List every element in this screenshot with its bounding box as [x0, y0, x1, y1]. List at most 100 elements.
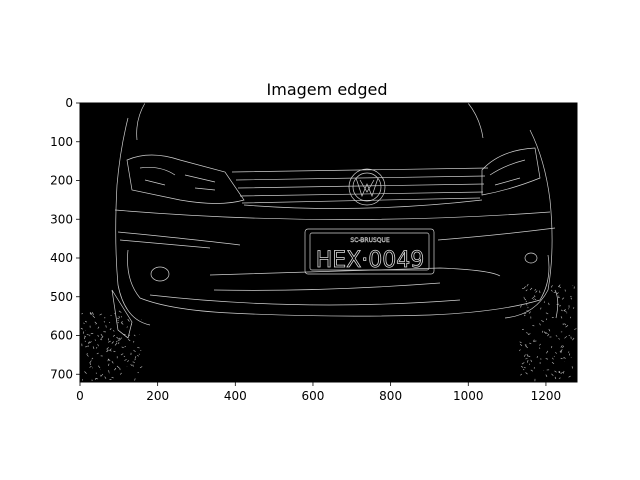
- noise-speck: [547, 333, 550, 337]
- noise-speck: [127, 360, 129, 362]
- noise-speck: [118, 337, 121, 341]
- noise-speck: [531, 296, 535, 300]
- noise-speck: [113, 330, 115, 332]
- y-tick-label: 100: [50, 135, 73, 149]
- image-area: [80, 103, 577, 382]
- noise-speck: [523, 286, 526, 289]
- noise-speck: [543, 331, 547, 334]
- noise-speck: [536, 356, 538, 358]
- y-tick-label: 400: [50, 251, 73, 265]
- vw-logo-letters: [355, 177, 379, 197]
- x-tick-label: 800: [379, 389, 402, 403]
- noise-speck: [97, 344, 99, 347]
- noise-speck: [123, 355, 126, 357]
- noise-speck: [555, 352, 557, 354]
- x-axis: 0 200 400 600 800 1000 1200: [76, 382, 561, 403]
- noise-speck: [535, 290, 538, 293]
- noise-speck: [116, 340, 118, 343]
- noise-speck: [570, 297, 573, 300]
- vw-logo-outer: [348, 168, 386, 206]
- fog-light-right: [524, 252, 538, 264]
- noise-speck: [109, 328, 112, 330]
- noise-speck: [525, 332, 529, 334]
- noise-speck: [94, 378, 97, 380]
- noise-speck: [558, 284, 561, 288]
- noise-speck: [81, 379, 84, 381]
- license-plate-text: HEX·0049: [316, 248, 425, 273]
- noise-speck: [132, 361, 135, 363]
- noise-speck: [97, 326, 100, 329]
- noise-speck: [106, 350, 109, 353]
- lower-right-corner: [554, 289, 559, 319]
- noise-speck: [106, 347, 109, 350]
- axes-frame: [79, 102, 578, 383]
- noise-speck: [84, 335, 86, 338]
- noise-speck: [568, 375, 571, 378]
- noise-speck: [94, 321, 97, 324]
- noise-speck: [529, 287, 533, 291]
- noise-speck: [127, 339, 131, 342]
- noise-speck: [545, 332, 548, 335]
- noise-speck: [550, 285, 553, 288]
- noise-speck: [114, 312, 116, 314]
- noise-speck: [137, 347, 140, 349]
- noise-speck: [100, 333, 103, 337]
- noise-speck: [114, 342, 118, 346]
- noise-speck: [523, 368, 525, 371]
- noise-speck: [545, 312, 549, 315]
- noise-speck: [89, 341, 92, 344]
- noise-speck: [541, 320, 544, 323]
- noise-speck: [112, 334, 115, 337]
- grille-bars: [231, 167, 489, 204]
- noise-speck: [530, 369, 534, 372]
- noise-speck: [540, 307, 542, 310]
- intake-line-1: [209, 267, 501, 277]
- noise-speck: [574, 328, 577, 330]
- noise-speck: [525, 345, 528, 349]
- noise-speck: [552, 357, 554, 360]
- hood-left-edge: [136, 102, 146, 141]
- noise-speck: [527, 355, 531, 357]
- y-axis: 0 100 200 300 400 500 600 700: [50, 96, 80, 381]
- noise-speck: [120, 322, 124, 325]
- y-tick-label: 700: [50, 367, 73, 381]
- hood-right-edge: [467, 102, 484, 139]
- noise-speck: [563, 310, 567, 312]
- noise-speck: [548, 302, 550, 306]
- fog-light-left: [150, 266, 170, 282]
- noise-speck: [524, 344, 527, 346]
- bumper-lower-line: [149, 294, 461, 306]
- noise-speck: [84, 320, 88, 323]
- noise-speck: [563, 370, 565, 374]
- noise-speck: [109, 348, 112, 351]
- headlight-left: [126, 154, 245, 204]
- noise-speck: [89, 360, 92, 364]
- noise-speck: [525, 372, 528, 375]
- noise-speck: [532, 325, 535, 327]
- noise-speck: [546, 350, 549, 354]
- noise-speck: [555, 335, 558, 337]
- noise-speck: [551, 362, 555, 365]
- noise-speck: [529, 363, 531, 365]
- noise-speck: [84, 336, 86, 340]
- noise-speck: [134, 378, 136, 381]
- x-tick-label: 600: [302, 389, 325, 403]
- noise-speck: [117, 321, 119, 324]
- noise-speck: [84, 340, 86, 342]
- bumper-top: [114, 209, 551, 220]
- noise-speck: [126, 326, 128, 328]
- noise-speck: [140, 350, 142, 352]
- noise-speck: [545, 358, 549, 360]
- noise-speck: [562, 345, 564, 348]
- x-tick-label: 400: [224, 389, 247, 403]
- noise-speck: [111, 361, 114, 364]
- noise-speck: [133, 340, 135, 343]
- intake-line-2: [213, 282, 441, 291]
- noise-speck: [100, 374, 102, 376]
- license-plate-inner: [309, 232, 430, 271]
- body-left-contour: [115, 117, 151, 326]
- noise-speck: [533, 295, 536, 298]
- noise-speck: [107, 358, 111, 362]
- noise-speck: [527, 360, 529, 363]
